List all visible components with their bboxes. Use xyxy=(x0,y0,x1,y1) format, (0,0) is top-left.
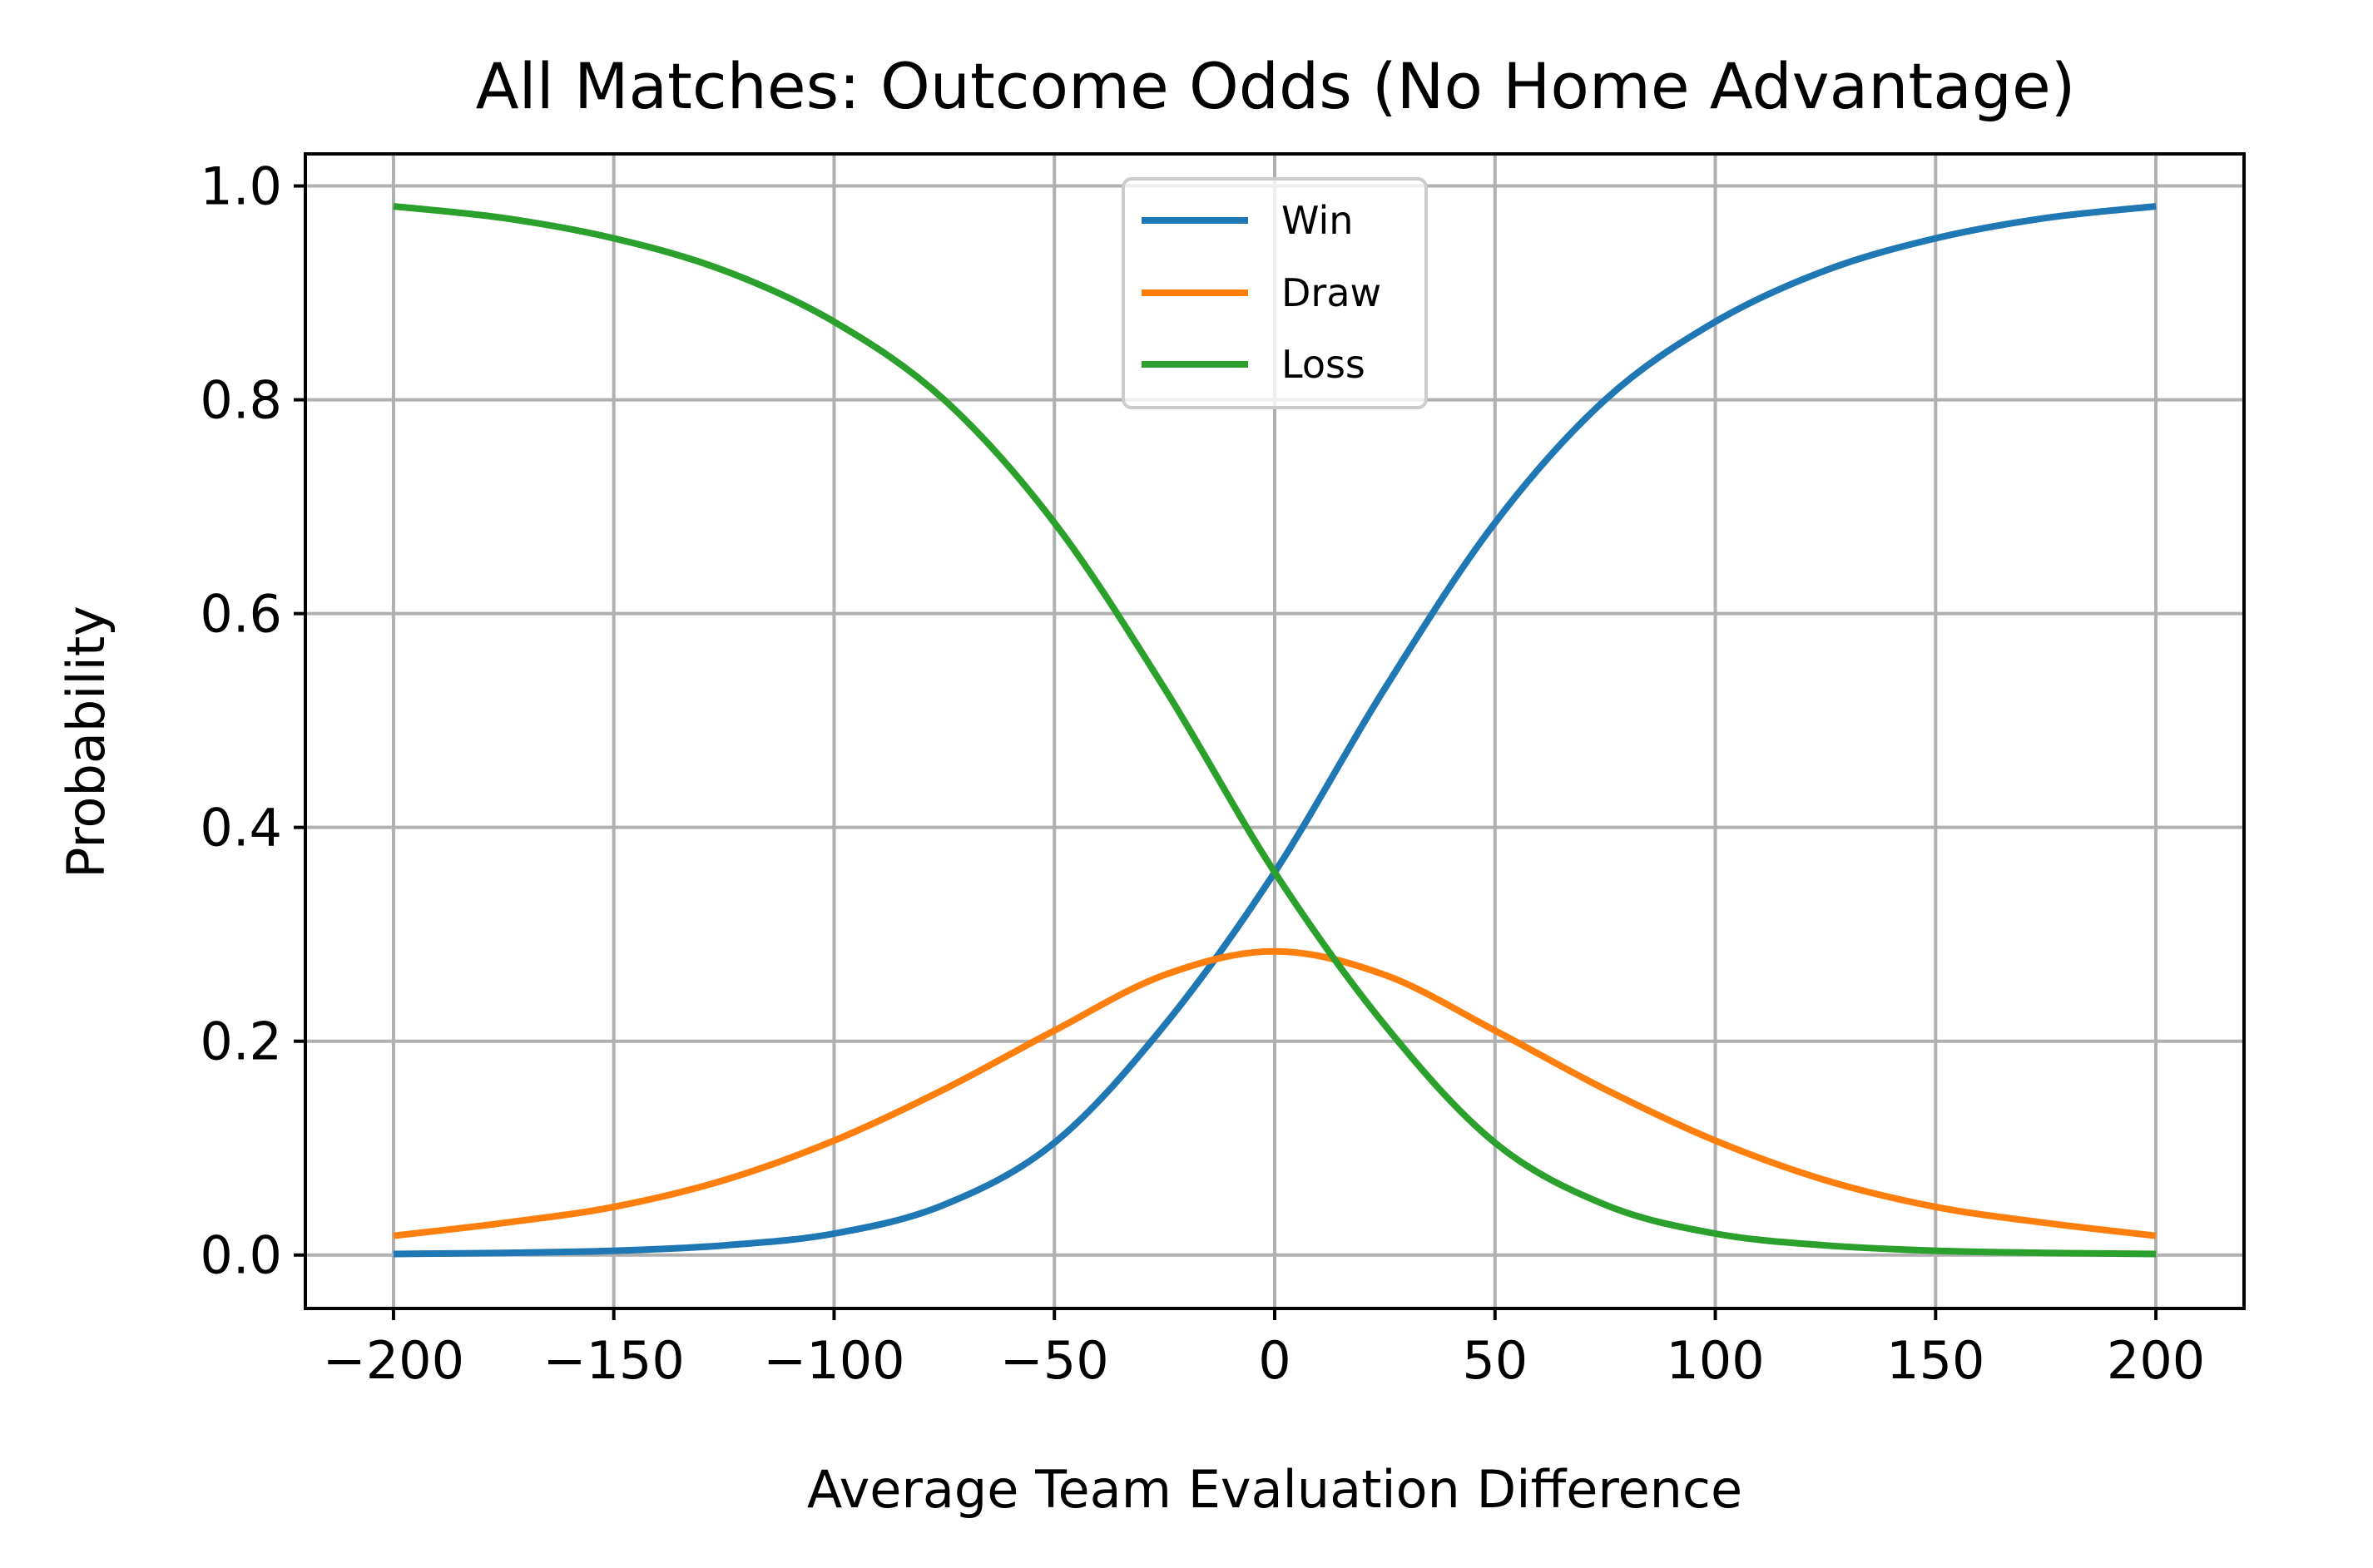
x-tick-label: 0 xyxy=(1258,1330,1291,1391)
legend-label-loss: Loss xyxy=(1281,342,1365,387)
x-tick-label: −100 xyxy=(763,1330,904,1391)
legend-box xyxy=(1122,177,1428,409)
y-tick-label: 0.6 xyxy=(200,584,282,645)
x-tick-label: −150 xyxy=(543,1330,685,1391)
x-tick-label: 150 xyxy=(1886,1330,1984,1391)
y-tick-label: 0.2 xyxy=(200,1012,282,1072)
x-axis: −200 −150 −100 −50 0 50 100 150 200 xyxy=(323,1308,2205,1391)
x-axis-label: Average Team Evaluation Difference xyxy=(807,1459,1742,1520)
legend: Win Draw Loss xyxy=(1122,177,1428,409)
y-tick-label: 0.8 xyxy=(200,370,282,431)
x-tick-label: 100 xyxy=(1666,1330,1764,1391)
legend-label-draw: Draw xyxy=(1281,270,1381,315)
series-line-loss xyxy=(393,203,2157,1258)
x-tick-label: −200 xyxy=(323,1330,464,1391)
y-axis-label: Probability xyxy=(56,606,116,878)
series-line-win xyxy=(393,203,2157,1258)
x-tick-label: −50 xyxy=(1000,1330,1109,1391)
y-axis: 0.0 0.2 0.4 0.6 0.8 1.0 xyxy=(200,156,305,1286)
y-tick-label: 0.0 xyxy=(200,1225,282,1286)
series-line-draw xyxy=(393,947,2157,1239)
x-tick-label: 50 xyxy=(1462,1330,1528,1391)
y-tick-label: 0.4 xyxy=(200,798,282,858)
x-tick-label: 200 xyxy=(2107,1330,2205,1391)
y-tick-label: 1.0 xyxy=(200,156,282,217)
plot-lines xyxy=(393,203,2157,1258)
legend-label-win: Win xyxy=(1281,198,1353,243)
chart-title: All Matches: Outcome Odds (No Home Advan… xyxy=(476,49,2076,123)
